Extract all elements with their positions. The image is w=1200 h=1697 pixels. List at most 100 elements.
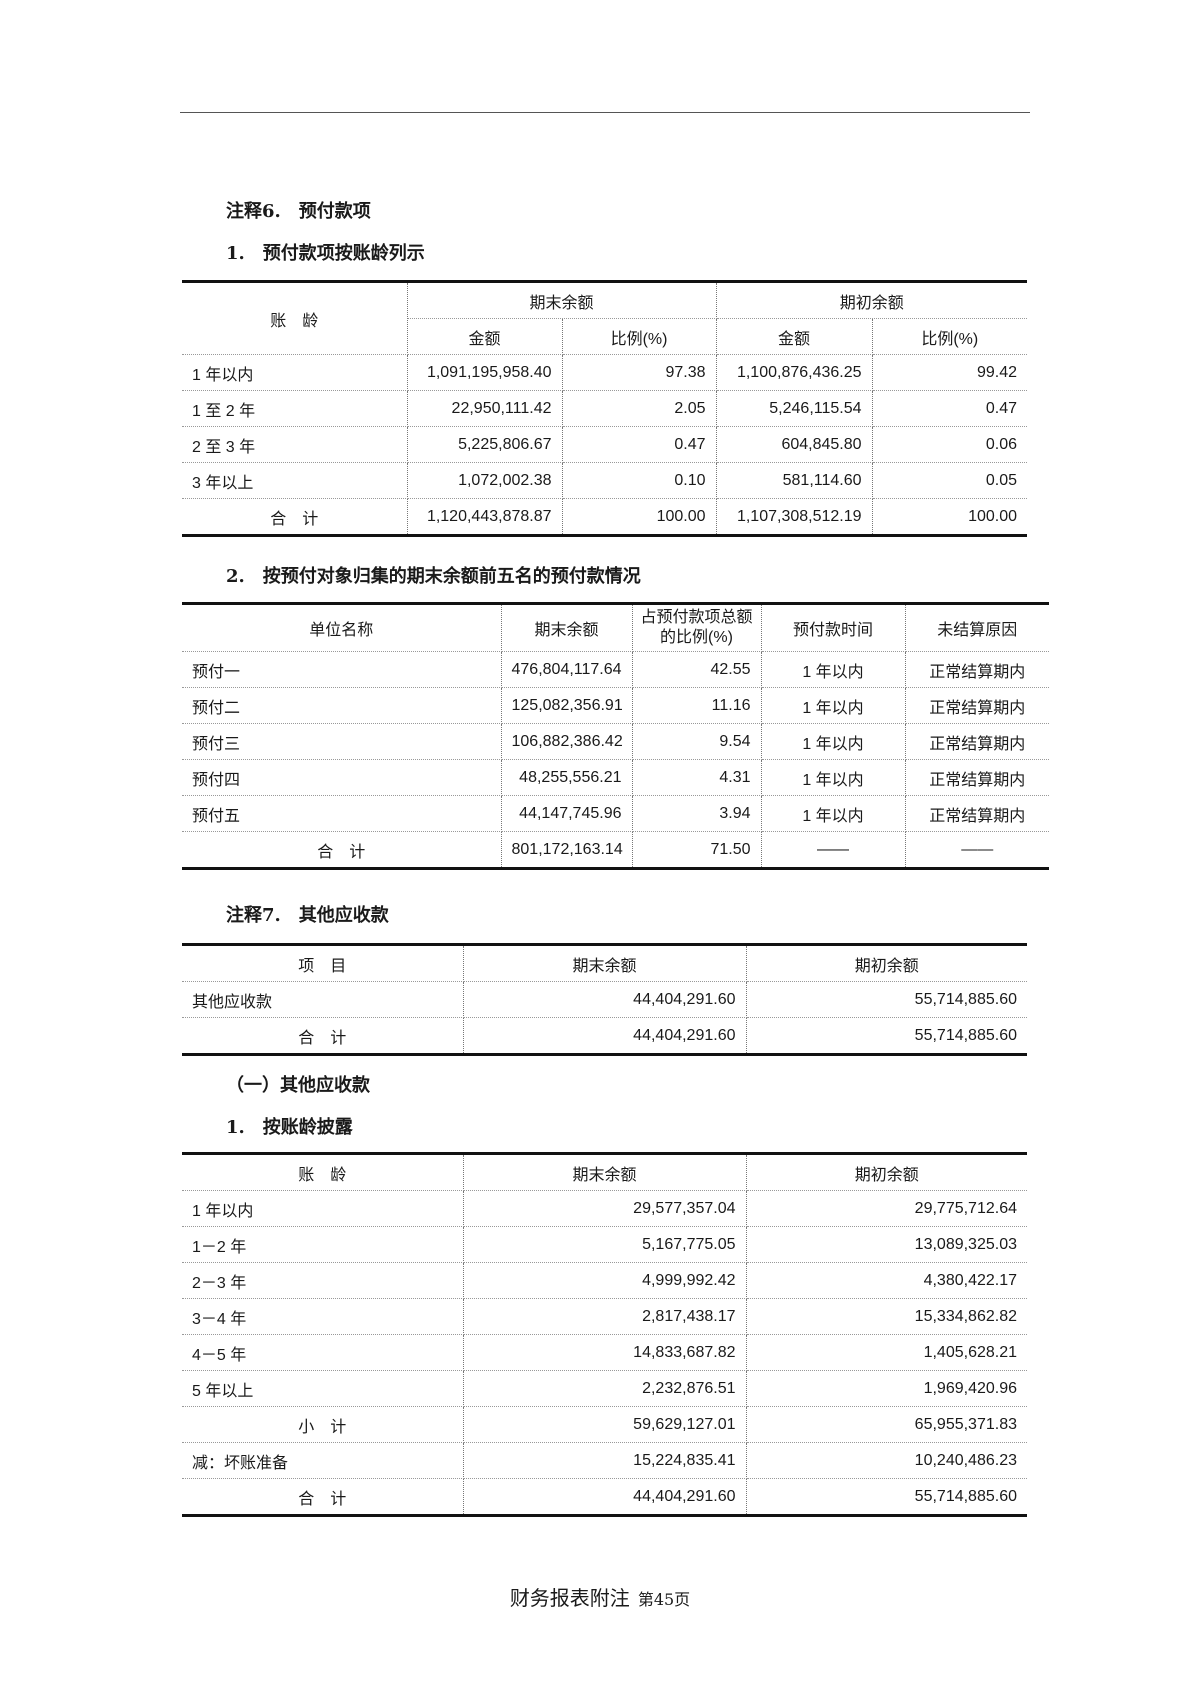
begin-ratio-cell: 100.00 — [871, 498, 1028, 536]
table-cell: 42.55 — [631, 651, 762, 688]
table-cell: 44,404,291.60 — [462, 1017, 747, 1055]
table-row: 预付三 106,882,386.42 9.54 1 年以内 正常结算期内 — [182, 723, 1049, 760]
table-cell: 125,082,356.91 — [500, 687, 633, 724]
table-cell: 1,969,420.96 — [745, 1370, 1027, 1407]
table-row: 减：坏账准备 15,224,835.41 10,240,486.23 — [182, 1442, 1027, 1479]
end-ratio-cell: 0.47 — [561, 426, 717, 463]
table-cell: 15,334,862.82 — [745, 1298, 1027, 1335]
table-row: 其他应收款 44,404,291.60 55,714,885.60 — [182, 981, 1027, 1018]
table-row: 预付四 48,255,556.21 4.31 1 年以内 正常结算期内 — [182, 759, 1049, 796]
table-cell: 2－3 年 — [182, 1262, 464, 1299]
table-cell: 4,999,992.42 — [462, 1262, 747, 1299]
column-header: 未结算原因 — [904, 603, 1049, 652]
table-cell: —— — [760, 831, 906, 869]
table-row: 1 年以内 1,091,195,958.40 97.38 1,100,876,436.… — [182, 354, 1028, 391]
begin-amount-cell: 5,246,115.54 — [715, 390, 873, 427]
table-cell: 合 计 — [182, 1478, 464, 1516]
table-row: 1－2 年 5,167,775.05 13,089,325.03 — [182, 1226, 1027, 1263]
table-row: 预付五 44,147,745.96 3.94 1 年以内 正常结算期内 — [182, 795, 1049, 832]
begin-ratio-cell: 0.05 — [871, 462, 1028, 499]
table-cell: 44,404,291.60 — [462, 981, 747, 1018]
table-cell: 1－2 年 — [182, 1226, 464, 1263]
column-header: 预付款时间 — [760, 603, 906, 652]
table-cell: 正常结算期内 — [904, 687, 1049, 724]
age-cell: 1 年以内 — [182, 354, 408, 391]
table-cell: 106,882,386.42 — [500, 723, 633, 760]
table-cell: 其他应收款 — [182, 981, 464, 1018]
column-header: 期末余额 — [500, 603, 633, 652]
table-cell: 11.16 — [631, 687, 762, 724]
table-row: 预付一 476,804,117.64 42.55 1 年以内 正常结算期内 — [182, 651, 1049, 688]
table-cell: 合 计 — [182, 1017, 464, 1055]
note6-title: 注释6. 预付款项 — [226, 201, 371, 222]
age-cell: 合 计 — [182, 498, 408, 536]
table-cell: 预付五 — [182, 795, 502, 832]
table-cell: 65,955,371.83 — [745, 1406, 1027, 1443]
col-begin-ratio: 比例(%) — [871, 318, 1028, 355]
header-row: 单位名称 期末余额 占预付款项总额的比例(%) 预付款时间 未结算原因 — [182, 603, 1049, 652]
column-header: 期末余额 — [462, 1153, 747, 1191]
table-cell: 14,833,687.82 — [462, 1334, 747, 1371]
table-cell: 476,804,117.64 — [500, 651, 633, 688]
header-row: 账 龄期末余额 期初余额 — [182, 1153, 1027, 1191]
table-cell: 1 年以内 — [760, 651, 906, 688]
table-cell: 55,714,885.60 — [745, 1017, 1027, 1055]
table-cell: 44,147,745.96 — [500, 795, 633, 832]
note6-sub1: 1. 预付款项按账龄列示 — [226, 243, 425, 264]
header-row: 项 目期末余额 期初余额 — [182, 944, 1027, 982]
table-cell: 55,714,885.60 — [745, 1478, 1027, 1516]
end-amount-cell: 5,225,806.67 — [406, 426, 563, 463]
column-header: 占预付款项总额的比例(%) — [631, 603, 762, 652]
col-age: 账 龄 — [182, 281, 408, 355]
table-cell: 1 年以内 — [760, 759, 906, 796]
table-row: 合 计 44,404,291.60 55,714,885.60 — [182, 1478, 1027, 1516]
table-cell: 预付一 — [182, 651, 502, 688]
table-cell: 71.50 — [631, 831, 762, 869]
note7-sec1: （一）其他应收款 — [226, 1075, 370, 1096]
table-cell: 1 年以内 — [760, 687, 906, 724]
end-ratio-cell: 100.00 — [561, 498, 717, 536]
end-ratio-cell: 2.05 — [561, 390, 717, 427]
begin-ratio-cell: 0.47 — [871, 390, 1028, 427]
table-cell: 正常结算期内 — [904, 759, 1049, 796]
table-row: 合 计 801,172,163.14 71.50 —— —— — [182, 831, 1049, 869]
table-cell: 减：坏账准备 — [182, 1442, 464, 1479]
table-cell: 1 年以内 — [760, 795, 906, 832]
column-header: 账 龄 — [182, 1153, 464, 1191]
table-cell: 29,775,712.64 — [745, 1190, 1027, 1227]
aging-table: 账 龄 期末余额 期初余额 金额 比例(%) 金额 比例(%) 1 年以内 1,0… — [182, 280, 1028, 537]
col-end-amount: 金额 — [407, 318, 563, 355]
begin-ratio-cell: 0.06 — [871, 426, 1028, 463]
table-cell: 2,817,438.17 — [462, 1298, 747, 1335]
table-row: 小 计 59,629,127.01 65,955,371.83 — [182, 1406, 1027, 1443]
end-amount-cell: 1,072,002.38 — [406, 462, 563, 499]
table-row: 2 至 3 年 5,225,806.67 0.47 604,845.80 0.06 — [182, 426, 1028, 463]
table-cell: 10,240,486.23 — [745, 1442, 1027, 1479]
table-row: 1 至 2 年 22,950,111.42 2.05 5,246,115.54 0.47 — [182, 390, 1028, 427]
table-cell: 9.54 — [631, 723, 762, 760]
page-number: 第45页 — [637, 1590, 691, 1609]
table-cell: 5 年以上 — [182, 1370, 464, 1407]
table-cell: 13,089,325.03 — [745, 1226, 1027, 1263]
table-cell: 预付四 — [182, 759, 502, 796]
col-end: 期末余额 — [406, 281, 717, 319]
end-amount-cell: 1,091,195,958.40 — [406, 354, 563, 391]
top5-prepayment-table: 单位名称 期末余额 占预付款项总额的比例(%) 预付款时间 未结算原因 预付一 476,80… — [182, 602, 1049, 870]
age-cell: 3 年以上 — [182, 462, 408, 499]
table-row: 1 年以内 29,577,357.04 29,775,712.64 — [182, 1190, 1027, 1227]
table-row: 合 计 44,404,291.60 55,714,885.60 — [182, 1017, 1027, 1055]
table-cell: 4,380,422.17 — [745, 1262, 1027, 1299]
table-cell: 4－5 年 — [182, 1334, 464, 1371]
table-cell: 合 计 — [182, 831, 502, 869]
table-row: 合 计 1,120,443,878.87 100.00 1,107,308,512.1… — [182, 498, 1028, 536]
table-cell: 2,232,876.51 — [462, 1370, 747, 1407]
begin-amount-cell: 1,100,876,436.25 — [715, 354, 873, 391]
other-receivables-aging-table: 账 龄期末余额 期初余额 1 年以内 29,577,357.04 29,775,712.… — [182, 1152, 1027, 1517]
table-cell: 4.31 — [631, 759, 762, 796]
col-begin: 期初余额 — [715, 281, 1028, 319]
table-row: 2－3 年 4,999,992.42 4,380,422.17 — [182, 1262, 1027, 1299]
table-cell: 1 年以内 — [182, 1190, 464, 1227]
table-cell: 正常结算期内 — [904, 651, 1049, 688]
table-row: 5 年以上 2,232,876.51 1,969,420.96 — [182, 1370, 1027, 1407]
col-begin-amount: 金额 — [715, 318, 873, 355]
